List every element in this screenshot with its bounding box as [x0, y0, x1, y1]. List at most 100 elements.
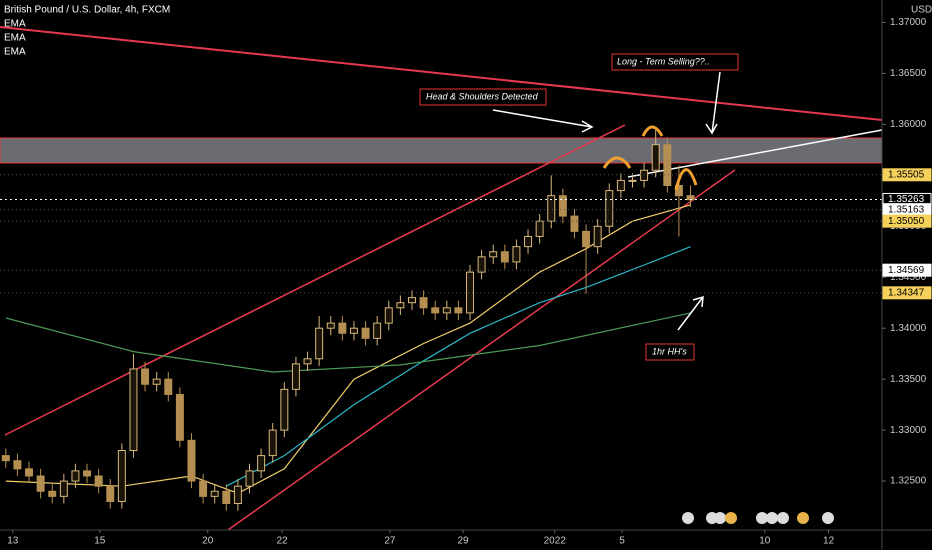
y-tick-label: 1.37000 [890, 17, 927, 28]
head [641, 125, 664, 137]
candle-body [71, 470, 80, 482]
price-label: 1.35050 [888, 216, 925, 227]
candle-body [605, 190, 614, 227]
x-tick-label: 10 [759, 536, 771, 547]
axis-label: USD [911, 5, 932, 16]
candle-body [268, 429, 277, 457]
candle-body [210, 490, 219, 497]
candle-body [222, 490, 231, 504]
candle-body [1, 455, 10, 462]
candle-body [59, 480, 68, 497]
legend-entry: EMA [4, 47, 26, 58]
candle-body [129, 368, 138, 452]
x-tick-label: 29 [457, 536, 469, 547]
legend-entry: EMA [4, 19, 26, 30]
candle-body [199, 480, 208, 497]
candle-body [500, 251, 509, 263]
candle-body [489, 251, 498, 258]
resistance-zone [0, 137, 883, 164]
y-tick-label: 1.33000 [890, 425, 927, 436]
x-tick-label: 5 [619, 536, 625, 547]
note-box [645, 343, 695, 361]
channel-upper [4, 124, 626, 436]
y-tick-label: 1.34000 [890, 323, 927, 334]
candle-body [13, 460, 22, 470]
candle-body [651, 144, 660, 171]
candle-body [419, 297, 428, 309]
candle-body [233, 485, 242, 504]
price-label-box [882, 168, 932, 182]
x-tick-label: 13 [7, 536, 19, 547]
note-box [611, 53, 739, 71]
x-tick-label: 2022 [544, 536, 567, 547]
candle-body [454, 307, 463, 314]
candle-body [338, 322, 347, 334]
candle-body [396, 302, 405, 309]
arrows [492, 71, 721, 331]
candle-body [408, 297, 416, 304]
y-tick-label: 1.36500 [890, 68, 927, 79]
price-label: 1.35263 [888, 194, 925, 205]
candle-body [547, 195, 556, 222]
price-label-box [882, 214, 932, 228]
x-tick-label: 27 [384, 536, 396, 547]
candle-body [524, 235, 533, 248]
candle-body [442, 307, 451, 314]
price-label-box [882, 263, 932, 277]
left-shoulder [602, 156, 632, 169]
x-tick-label: 12 [823, 536, 835, 547]
right-shoulder [674, 168, 698, 191]
y-tick-label: 1.32500 [890, 476, 927, 487]
candle-body [36, 475, 45, 492]
candle-body [431, 307, 440, 314]
x-tick-label: 20 [202, 536, 214, 547]
x-tick-label: 15 [94, 536, 106, 547]
candle-body [477, 256, 486, 273]
price-label: 1.34569 [888, 265, 925, 276]
candle-body [141, 368, 150, 385]
candle-body [117, 450, 126, 502]
price-label: 1.35505 [888, 169, 925, 180]
candle-body [570, 215, 579, 232]
note: Head & Shoulders Detected [426, 91, 539, 101]
candle-body [303, 358, 312, 365]
candle-body [674, 185, 683, 197]
candle-body [535, 220, 544, 237]
y-tick-label: 1.33500 [890, 374, 927, 385]
candle-body [280, 388, 289, 431]
candle-body [349, 327, 358, 334]
candle-body [558, 195, 567, 217]
event-icons [682, 512, 834, 524]
candle-body [25, 468, 33, 477]
candle-body [640, 169, 649, 181]
trend-line [0, 26, 883, 121]
candle-body [663, 144, 672, 187]
candle-body [326, 322, 335, 329]
candle-body [384, 307, 393, 324]
candle-body [164, 378, 173, 395]
price-label-box [882, 286, 932, 300]
y-tick-label: 1.34500 [890, 272, 927, 283]
candle-body [94, 475, 103, 487]
price-label: 1.35163 [888, 204, 925, 215]
candle-body [593, 225, 602, 248]
candle-body [257, 455, 266, 472]
candle-body [48, 490, 57, 497]
candle-body [83, 470, 92, 477]
x-tick-label: 22 [276, 536, 288, 547]
candle-body [106, 485, 115, 502]
candle-body [628, 179, 637, 182]
ema-line [5, 312, 691, 373]
candle-body [616, 179, 625, 192]
note: 1hr HH's [652, 346, 687, 356]
candle-body [245, 470, 254, 487]
candle-body [315, 327, 324, 360]
candle-body [187, 439, 196, 482]
channel-lower [227, 169, 736, 531]
chart-title: British Pound / U.S. Dollar, 4h, FXCM [4, 5, 170, 16]
ema-line [226, 246, 691, 487]
candle-body [373, 322, 382, 339]
candle-body [175, 393, 184, 441]
